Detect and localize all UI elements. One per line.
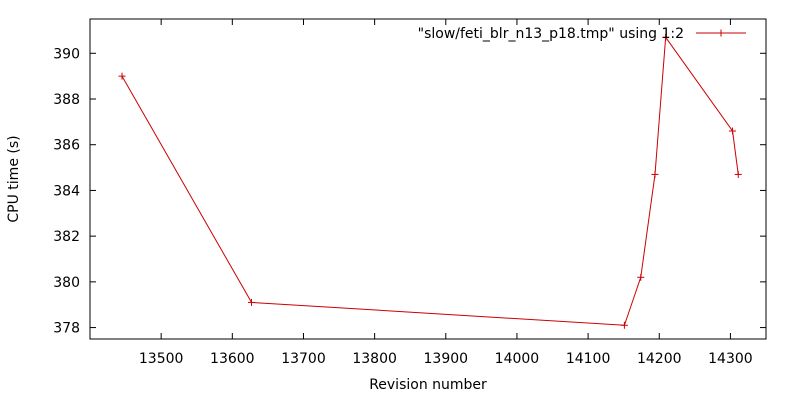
y-axis-title: CPU time (s) [6,135,22,222]
x-tick-label: 13900 [424,351,469,367]
x-tick-label: 14300 [708,351,753,367]
x-tick-label: 14100 [566,351,611,367]
x-tick-label: 13500 [139,351,184,367]
data-point [651,170,659,178]
x-tick-label: 14000 [495,351,540,367]
series-layer [118,33,742,329]
data-point [620,321,628,329]
x-tick-label: 14200 [637,351,682,367]
data-point [662,33,670,41]
plot-frame [89,18,767,340]
data-point [118,72,126,80]
axis-ticks: 13500 13600 13700 13800 13900 14000 14100 14200… [53,19,766,367]
data-point [637,273,645,281]
y-tick-label: 378 [53,321,80,337]
x-tick-label: 13700 [281,351,326,367]
y-tick-label: 382 [53,229,80,245]
x-tick-label: 13600 [210,351,255,367]
y-tick-label: 380 [53,275,80,291]
y-tick-label: 388 [53,92,80,108]
data-point [734,170,742,178]
y-tick-label: 384 [53,183,80,199]
y-tick-label: 386 [53,138,80,154]
legend: "slow/feti_blr_n13_p18.tmp" using 1:2 [418,26,746,42]
x-tick-label: 13800 [352,351,397,367]
legend-marker [717,29,725,37]
y-tick-label: 390 [53,46,80,62]
series-line [121,35,739,326]
legend-label: "slow/feti_blr_n13_p18.tmp" using 1:2 [418,26,684,42]
data-point [729,127,737,135]
x-axis-title: Revision number [369,377,487,393]
data-point [248,298,256,306]
